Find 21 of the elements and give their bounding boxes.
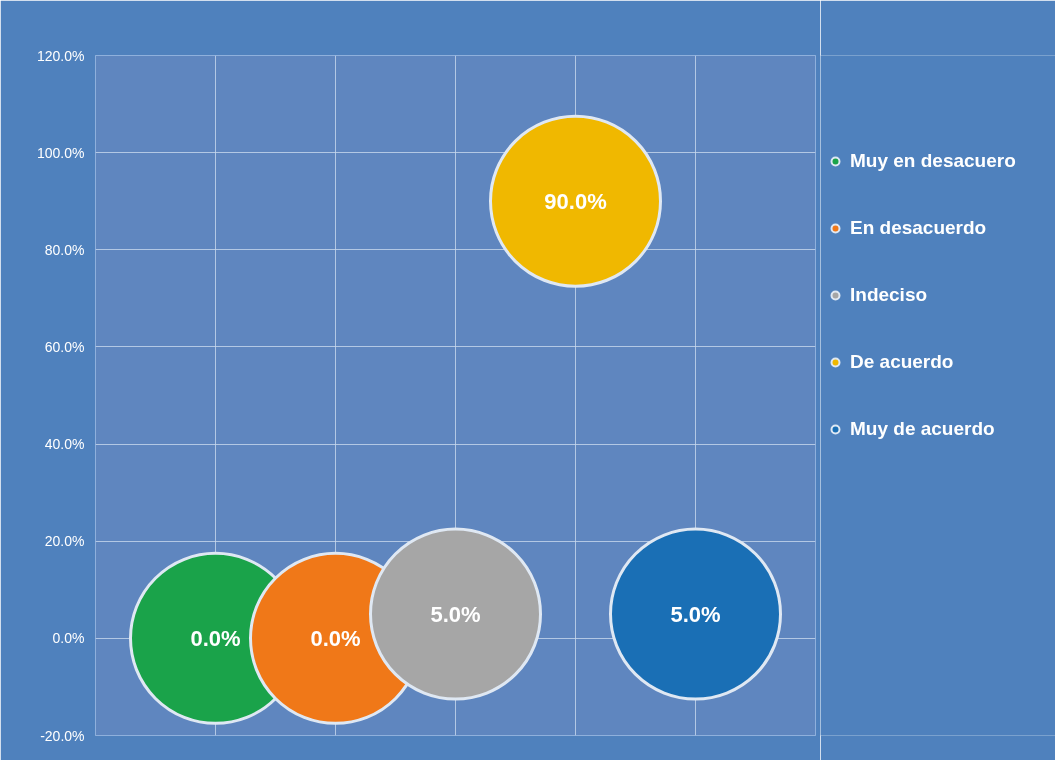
y-tick-label: 100.0%	[37, 144, 85, 161]
y-tick-label: 120.0%	[37, 47, 85, 64]
data-label: 5.0%	[430, 601, 481, 627]
data-label: 0.0%	[310, 625, 361, 651]
y-tick-label: 40.0%	[44, 436, 85, 453]
data-label: 5.0%	[670, 601, 721, 627]
legend-label: Muy en desacuero	[850, 150, 1016, 172]
y-tick-label: -20.0%	[40, 727, 85, 744]
y-tick-label: 0.0%	[52, 630, 85, 647]
legend-label: En desacuerdo	[850, 217, 987, 239]
data-label: 90.0%	[544, 188, 607, 214]
point	[489, 114, 662, 288]
y-tick-label: 60.0%	[44, 338, 85, 355]
y-tick-label: 20.0%	[44, 533, 85, 550]
point	[609, 527, 782, 701]
point	[369, 527, 542, 701]
y-tick-label: 80.0%	[44, 241, 85, 258]
legend-label: Muy de acuerdo	[850, 418, 995, 440]
legend-label: De acuerdo	[850, 351, 954, 373]
legend-label: Indeciso	[850, 284, 928, 306]
data-label: 0.0%	[190, 625, 241, 651]
